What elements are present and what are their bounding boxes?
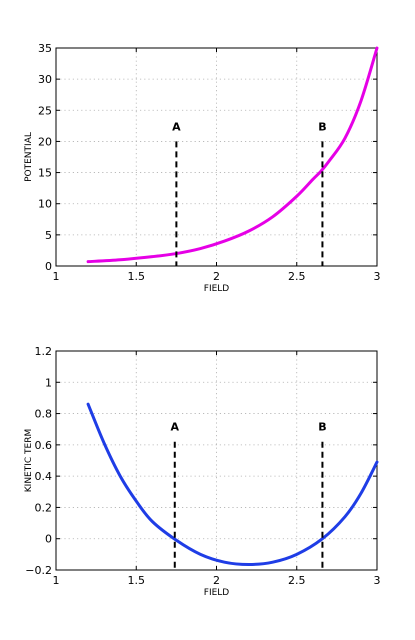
marker-label-a: A [171,421,180,434]
x-tick-label: 1.5 [128,270,146,283]
y-tick-label: 1.2 [35,345,53,358]
x-tick-label: 2.5 [288,270,306,283]
kinetic-term-chart: 1 1.5 2 2.5 3 −0.2 0 0.2 0.4 0.6 0.8 1 1.2 FIELD KINET… [24,345,381,598]
series-line [86,402,379,567]
y-tick-label: 10 [38,198,52,211]
x-tick-label: 2 [213,270,220,283]
x-tick-label: 2.5 [288,574,306,587]
x-tick-label: 1.5 [128,574,146,587]
x-axis-label: FIELD [204,284,230,294]
x-tick-label: 3 [374,270,381,283]
y-tick-label: 0.8 [35,408,53,421]
y-tick-label: 35 [38,42,52,55]
marker-label-a: A [172,120,181,133]
y-axis-label: POTENTIAL [24,132,34,182]
grid [55,350,378,571]
marker-label-b: B [318,421,326,434]
x-tick-label: 3 [374,574,381,587]
x-tick-label: 1 [53,574,60,587]
y-axis-label: KINETIC TERM [24,429,34,492]
series-line [86,46,379,264]
y-tick-label: 0.4 [35,470,53,483]
y-tick-label: 5 [45,229,52,242]
y-tick-label: 0.6 [35,439,53,452]
y-tick-label: 30 [38,73,52,86]
y-tick-label: 15 [38,167,52,180]
y-tick-label: 25 [38,104,52,117]
y-tick-label: 0 [45,260,52,273]
x-axis-label: FIELD [204,588,230,598]
y-tick-label: −0.2 [25,564,52,577]
grid [55,47,378,267]
y-tick-label: 0.2 [35,501,53,514]
y-tick-label: 20 [38,135,52,148]
x-tick-label: 2 [213,574,220,587]
y-tick-label: 0 [45,533,52,546]
y-tick-label: 1 [45,376,52,389]
x-tick-label: 1 [53,270,60,283]
marker-label-b: B [318,120,326,133]
